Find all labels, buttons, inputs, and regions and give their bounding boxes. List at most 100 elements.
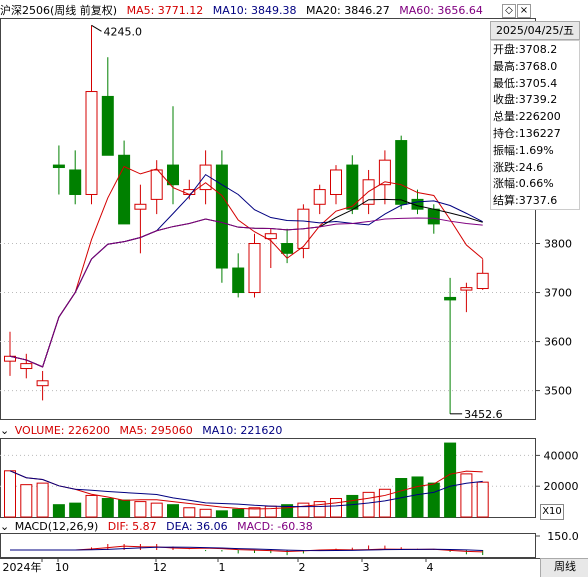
- ma5-line: [9, 165, 484, 368]
- macd-dif-value: DIF: 5.87: [107, 520, 157, 533]
- ma60-line: [9, 217, 483, 368]
- volume-bar: [460, 473, 473, 518]
- volume-bar: [150, 502, 163, 518]
- volume-bar: [118, 499, 131, 518]
- info-row: 结算:3737.6: [493, 193, 577, 210]
- candle-body: [281, 243, 294, 254]
- volume-bar: [281, 504, 294, 518]
- price-tick-label: 3600: [544, 336, 572, 349]
- time-label: 2024年: [3, 560, 42, 574]
- volume-bar: [36, 482, 49, 518]
- info-value: 3739.2: [518, 93, 558, 107]
- candle-body: [330, 169, 342, 195]
- price-legend: 沪深2506(周线 前复权) MA5: 3771.12 MA10: 3849.3…: [0, 2, 489, 20]
- info-label: 总量:: [493, 110, 519, 124]
- volume-value: VOLUME: 226200: [14, 424, 110, 437]
- candle-body: [167, 164, 179, 186]
- close-button[interactable]: ×: [517, 4, 531, 18]
- volume-bar: [85, 494, 98, 518]
- volume-bar: [167, 504, 179, 518]
- volume-bar: [232, 508, 245, 518]
- volume-bar: [444, 442, 457, 518]
- volume-bar: [52, 504, 65, 518]
- info-label: 收盘:: [493, 93, 519, 107]
- volume-bar: [362, 491, 375, 518]
- candle-body: [85, 91, 98, 195]
- info-row: 最低:3705.4: [493, 76, 577, 93]
- info-value: 136227: [518, 126, 561, 140]
- volume-bar: [476, 481, 489, 518]
- info-value: 3708.2: [518, 43, 558, 56]
- candle-body: [69, 169, 82, 195]
- volume-ma5-line: [9, 470, 483, 510]
- high-pointer: [91, 24, 102, 32]
- time-label: 12: [153, 561, 167, 574]
- ohlc-info-panel: 开盘:3708.2 最高:3768.0 最低:3705.4 收盘:3739.2 总量:2…: [490, 40, 580, 210]
- info-row: 涨跌:24.6: [493, 160, 577, 177]
- volume-bar: [4, 470, 16, 518]
- macd-tick-label: 150.0: [547, 530, 579, 543]
- volume-bar: [215, 510, 228, 518]
- time-label: 3: [363, 561, 370, 574]
- ma10-value: MA10: 3849.38: [212, 4, 297, 17]
- volume-bar: [183, 507, 196, 518]
- macd-value: MACD: -60.38: [237, 520, 313, 533]
- candle-body: [378, 159, 391, 186]
- candle-body: [232, 267, 245, 294]
- price-panel-frame: [0, 18, 536, 420]
- info-row: 总量:226200: [493, 109, 577, 126]
- period-button[interactable]: 周线: [540, 558, 588, 577]
- info-row: 振幅:1.69%: [493, 143, 577, 160]
- candle-body: [118, 154, 131, 225]
- info-label: 最低:: [493, 76, 519, 90]
- info-row: 最高:3768.0: [493, 59, 577, 76]
- candle-body: [264, 233, 277, 240]
- candle-body: [427, 208, 440, 225]
- candle-body: [215, 164, 228, 269]
- volume-bar: [248, 507, 261, 518]
- info-row: 涨幅:0.66%: [493, 176, 577, 193]
- volume-bar: [199, 508, 212, 518]
- candle-body: [52, 164, 65, 169]
- candle-body: [395, 140, 408, 205]
- macd-collapse-icon[interactable]: ⌄: [0, 520, 10, 533]
- info-label: 振幅:: [493, 143, 519, 157]
- candle-body: [150, 169, 163, 200]
- macd-dea-value: DEA: 36.06: [166, 520, 228, 533]
- macd-title: MACD(12,26,9): [14, 520, 99, 533]
- volume-bar: [346, 494, 359, 518]
- volume-ma10-line: [9, 470, 483, 508]
- candle-body: [36, 380, 49, 387]
- macd-legend: ⌄ MACD(12,26,9) DIF: 5.87 DEA: 36.06 MAC…: [0, 518, 319, 536]
- volume-ma5-value: MA5: 295060: [119, 424, 193, 437]
- volume-bar: [20, 484, 33, 518]
- volume-collapse-icon[interactable]: ⌄: [0, 424, 10, 437]
- symbol-title: 沪深2506(周线 前复权): [0, 4, 118, 17]
- time-label: 2: [299, 561, 306, 574]
- info-row: 开盘:3708.2: [493, 42, 577, 59]
- candle-body: [313, 189, 326, 205]
- volume-legend: ⌄ VOLUME: 226200 MA5: 295060 MA10: 22162…: [0, 422, 288, 440]
- candle-body: [101, 95, 114, 156]
- candle-body: [248, 243, 261, 294]
- info-value: 226200: [518, 110, 561, 124]
- info-row: 收盘:3739.2: [493, 92, 577, 109]
- info-value: 3737.6: [518, 194, 558, 208]
- info-row: 持仓:136227: [493, 126, 577, 143]
- volume-bar: [313, 501, 326, 518]
- volume-ma10-value: MA10: 221620: [202, 424, 283, 437]
- volume-bar: [330, 498, 342, 518]
- info-value: 3768.0: [518, 59, 558, 73]
- high-label: 4245.0: [104, 25, 143, 38]
- info-label: 结算:: [493, 194, 519, 208]
- volume-bar: [411, 476, 424, 518]
- volume-bar: [427, 482, 440, 518]
- candle-body: [460, 287, 473, 291]
- time-label: 10: [55, 561, 69, 574]
- volume-tick-label: 40000: [544, 449, 579, 462]
- info-label: 持仓:: [493, 126, 519, 140]
- info-label: 涨幅:: [493, 177, 519, 191]
- collapse-button[interactable]: ◇: [502, 4, 516, 18]
